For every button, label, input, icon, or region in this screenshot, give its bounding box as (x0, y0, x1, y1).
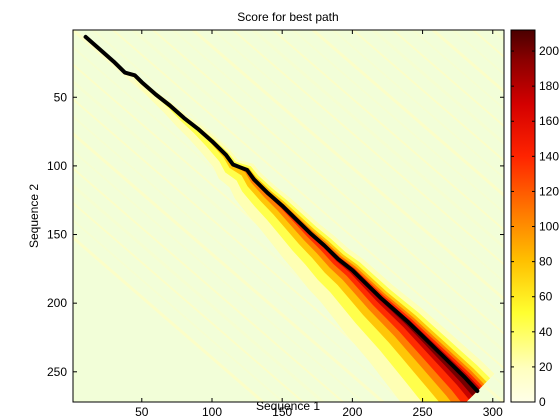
colorbar-tick-label: 0 (539, 395, 546, 409)
score-band (85, 36, 495, 402)
colorbar-tick-label: 200 (539, 44, 559, 58)
heatmap-texture-stripe (392, 30, 504, 128)
colorbar-tick-label: 20 (539, 360, 553, 374)
heatmap-texture-stripe (132, 30, 504, 353)
heatmap-texture-stripe (73, 201, 304, 402)
colorbar-tick-label: 140 (539, 149, 559, 163)
x-tick-label: 200 (342, 405, 362, 419)
y-tick-label: 50 (54, 90, 68, 104)
colorbar-ticks: 0 20 40 60 80 100 120 140 160 180 200 (511, 44, 559, 409)
colorbar-tick-label: 80 (539, 255, 553, 269)
x-tick-label: 50 (135, 405, 149, 419)
heatmap-texture-stripe (112, 30, 504, 370)
colorbar-tick-label: 160 (539, 114, 559, 128)
y-axis-label: Sequence 2 (27, 184, 41, 248)
heatmap-texture-stripe (332, 30, 504, 180)
heatmap-texture-stripe (73, 167, 344, 402)
colorbar-tick-label: 60 (539, 290, 553, 304)
heatmap-layer (73, 30, 504, 402)
plot-frame (72, 29, 505, 403)
heatmap-texture-stripe (292, 30, 504, 214)
colorbar-tick-label: 40 (539, 325, 553, 339)
x-tick-label: 100 (202, 405, 222, 419)
y-tick-label: 150 (47, 228, 67, 242)
x-axis-ticks: 50 100 150 200 250 300 (135, 30, 503, 419)
colorbar-tick-label: 120 (539, 184, 559, 198)
heatmap-texture-stripe (312, 30, 504, 198)
heatmap-texture-stripe (172, 30, 504, 318)
heatmap-texture-stripe (192, 30, 504, 302)
heatmap-texture-stripe (272, 30, 504, 232)
y-tick-label: 100 (47, 159, 67, 173)
heatmap-texture-stripe (212, 30, 504, 284)
heatmap-texture-stripe (252, 30, 504, 250)
x-tick-label: 250 (413, 405, 433, 419)
best-path-layer (83, 34, 480, 393)
x-tick-label: 300 (483, 405, 503, 419)
heatmap-texture-stripe (352, 30, 504, 162)
heatmap-texture-stripe (152, 30, 504, 335)
heatmap-texture-stripe (73, 183, 324, 402)
score-band-level (85, 36, 483, 402)
score-band-level (85, 36, 481, 400)
y-tick-label: 200 (47, 296, 67, 310)
colorbar (510, 29, 536, 403)
heatmap-texture-stripe (73, 149, 364, 402)
heatmap-texture-stripe (232, 30, 504, 266)
y-axis-ticks: 50 100 150 200 250 (47, 90, 504, 379)
heatmap-texture-stripe (372, 30, 504, 146)
heatmap-texture-stripe (73, 219, 284, 402)
chart-title: Score for best path (237, 10, 338, 24)
best-path-line (83, 34, 480, 393)
heatmap-texture-stripe (73, 115, 404, 402)
heatmap-texture-stripe (412, 30, 504, 111)
colorbar-tick-label: 100 (539, 220, 559, 234)
x-tick-label: 150 (272, 405, 292, 419)
colorbar-tick-label: 180 (539, 79, 559, 93)
heatmap-texture-stripe (73, 131, 384, 402)
y-tick-label: 250 (47, 365, 67, 379)
heatmap-texture-stripe (73, 235, 264, 402)
x-axis-label: Sequence 1 (256, 399, 320, 413)
